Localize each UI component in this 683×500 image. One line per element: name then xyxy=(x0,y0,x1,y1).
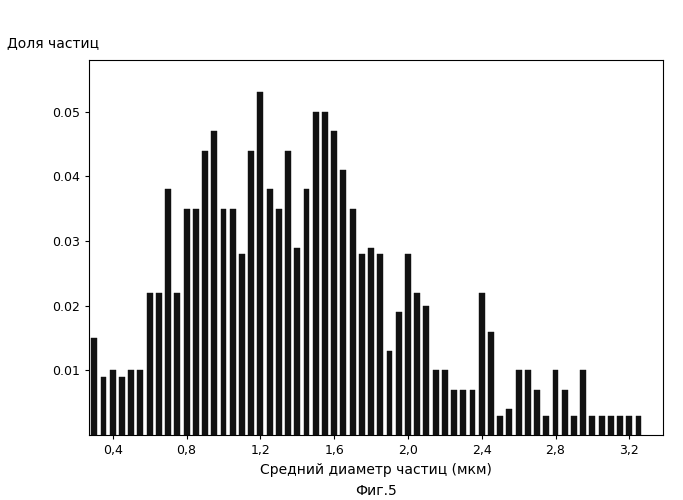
Bar xyxy=(184,208,189,435)
Bar xyxy=(423,306,430,435)
Bar xyxy=(248,150,254,435)
Bar xyxy=(266,190,273,435)
Bar xyxy=(626,416,632,435)
Bar xyxy=(608,416,614,435)
Bar xyxy=(221,208,226,435)
Bar xyxy=(432,370,438,435)
Bar xyxy=(589,416,596,435)
Bar xyxy=(340,170,346,435)
Bar xyxy=(137,370,143,435)
Bar xyxy=(174,293,180,435)
Bar xyxy=(395,312,402,435)
Bar xyxy=(313,112,319,435)
Bar xyxy=(322,112,328,435)
Bar xyxy=(211,131,217,435)
Bar xyxy=(516,370,522,435)
Bar xyxy=(525,370,531,435)
Bar xyxy=(239,254,245,435)
Bar xyxy=(276,208,282,435)
Bar xyxy=(331,131,337,435)
Bar xyxy=(156,293,162,435)
Bar xyxy=(544,416,549,435)
Bar xyxy=(92,338,97,435)
Bar xyxy=(479,293,485,435)
Bar xyxy=(377,254,383,435)
Bar xyxy=(488,332,494,435)
Bar xyxy=(405,254,411,435)
Bar xyxy=(165,190,171,435)
Bar xyxy=(387,351,393,435)
Bar xyxy=(553,370,559,435)
Bar xyxy=(599,416,604,435)
Bar xyxy=(451,390,457,435)
Bar xyxy=(460,390,466,435)
Bar xyxy=(350,208,356,435)
Bar xyxy=(285,150,291,435)
Bar xyxy=(110,370,115,435)
Bar xyxy=(469,390,475,435)
Text: Фиг.5: Фиг.5 xyxy=(354,484,397,498)
Bar xyxy=(257,92,264,435)
Bar xyxy=(100,377,107,435)
Bar xyxy=(636,416,641,435)
Bar xyxy=(562,390,568,435)
Bar xyxy=(147,293,152,435)
X-axis label: Средний диаметр частиц (мкм): Средний диаметр частиц (мкм) xyxy=(260,462,492,476)
Bar xyxy=(617,416,623,435)
Bar xyxy=(303,190,309,435)
Bar xyxy=(497,416,503,435)
Bar xyxy=(128,370,134,435)
Bar xyxy=(202,150,208,435)
Bar xyxy=(442,370,448,435)
Bar xyxy=(506,409,512,435)
Bar xyxy=(414,293,420,435)
Bar xyxy=(581,370,586,435)
Bar xyxy=(571,416,577,435)
Bar xyxy=(534,390,540,435)
Bar xyxy=(359,254,365,435)
Bar xyxy=(193,208,199,435)
Bar xyxy=(119,377,125,435)
Bar xyxy=(368,248,374,435)
Bar xyxy=(229,208,236,435)
Bar xyxy=(294,248,301,435)
Text: Доля частиц: Доля частиц xyxy=(7,36,99,50)
